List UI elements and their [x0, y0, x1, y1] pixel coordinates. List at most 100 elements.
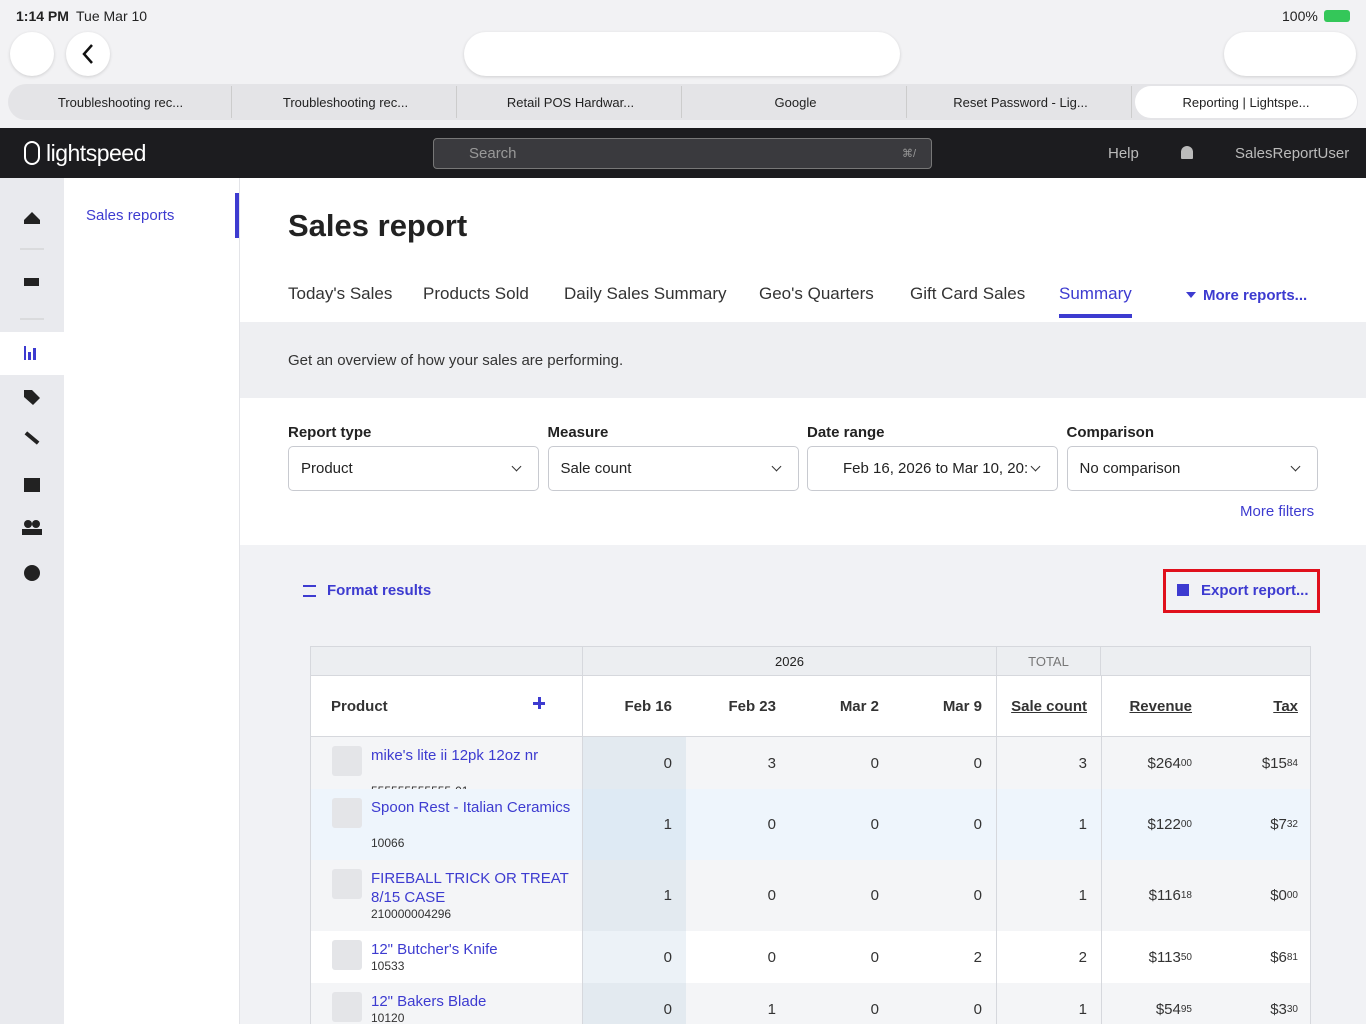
product-name[interactable]: 12" Butcher's Knife	[371, 941, 498, 958]
revenue-cell: $122 00	[1101, 789, 1206, 860]
logo[interactable]: lightspeed	[46, 140, 146, 166]
filter-select[interactable]: No comparison	[1066, 446, 1318, 491]
search-box[interactable]	[433, 138, 932, 169]
group-total: TOTAL	[996, 647, 1101, 676]
report-tab[interactable]: Daily Sales Summary	[564, 284, 727, 303]
filter-select[interactable]: Sale count	[547, 446, 799, 491]
value-cell: 0	[767, 887, 776, 904]
format-icon	[303, 585, 316, 597]
format-results[interactable]: Format results	[327, 582, 432, 599]
product-thumb	[332, 746, 362, 776]
battery-icon	[1324, 10, 1350, 22]
sidebar-sales-reports[interactable]: Sales reports	[86, 207, 175, 224]
status-time: 1:14 PM	[16, 8, 69, 24]
description: Get an overview of how your sales are pe…	[288, 352, 624, 369]
product-name[interactable]: FIREBALL TRICK OR TREAT 8/15 CASE	[371, 870, 569, 906]
report-tab[interactable]: Geo's Quarters	[759, 284, 874, 303]
revenue-amount: $54	[1155, 1000, 1181, 1018]
browser-tab[interactable]: Retail POS Hardwar...	[460, 86, 682, 118]
value-cell: 3	[767, 754, 776, 772]
more-reports[interactable]: More reports...	[1203, 287, 1308, 304]
column-header: Mar 9	[942, 698, 982, 715]
tax-cents: 81	[1286, 951, 1298, 963]
product-name[interactable]: 12" Bakers Blade	[371, 993, 487, 1010]
tab-strip	[8, 84, 1358, 120]
rail-active[interactable]	[0, 332, 64, 375]
tax-cell: $7 32	[1206, 789, 1310, 860]
notifications[interactable]	[1181, 146, 1193, 159]
column-divider	[582, 676, 583, 1024]
revenue-amount: $264	[1147, 754, 1181, 772]
url-bar[interactable]	[464, 32, 900, 76]
filter-label: Date range	[807, 424, 885, 441]
value-cell: 0	[870, 948, 879, 966]
chevron	[1030, 461, 1041, 472]
highlight-column	[582, 737, 686, 789]
value-cell: 2	[973, 948, 982, 966]
report-tab[interactable]: Today's Sales	[288, 284, 393, 303]
sidebar-border	[239, 178, 240, 1024]
column-header[interactable]: Tax	[1273, 698, 1298, 715]
browser-tab[interactable]: Reset Password - Lig...	[910, 86, 1132, 118]
column-header[interactable]: Revenue	[1129, 698, 1192, 715]
column-header: Product	[331, 698, 388, 715]
product-name[interactable]: mike's lite ii 12pk 12oz nr	[371, 747, 539, 764]
value-cell: 0	[663, 754, 672, 772]
sidebar-toggle[interactable]	[10, 32, 54, 76]
product-name[interactable]: Spoon Rest - Italian Ceramics	[371, 799, 571, 816]
browser-tab[interactable]: Troubleshooting rec...	[10, 86, 232, 118]
column-header: Feb 16	[624, 698, 672, 715]
description-band	[240, 322, 1366, 398]
browser-tab[interactable]: Google	[685, 86, 907, 118]
add-column[interactable]	[533, 697, 545, 709]
value-cell: 0	[973, 816, 982, 833]
report-tab[interactable]: Gift Card Sales	[910, 284, 1026, 303]
chevron	[771, 461, 781, 472]
battery: 100%	[1282, 8, 1318, 24]
value-cell: 0	[767, 948, 776, 966]
value-cell: 0	[973, 887, 982, 904]
tax-cell: $6 81	[1206, 931, 1310, 983]
browser-actions[interactable]	[1224, 32, 1356, 76]
tax-cents: 00	[1286, 890, 1298, 901]
product-sku: 10533	[371, 959, 405, 973]
revenue-cents: 50	[1180, 951, 1192, 963]
browser-tab[interactable]: Troubleshooting rec...	[235, 86, 457, 118]
column-header: Feb 23	[728, 698, 776, 715]
row-bg	[311, 931, 1310, 983]
export-report[interactable]: Export report...	[1201, 582, 1309, 599]
tax-cents: 84	[1286, 757, 1298, 769]
highlight-column	[582, 860, 686, 931]
chevron	[511, 461, 522, 472]
filter-select[interactable]: Product	[288, 446, 539, 491]
value-cell: 0	[870, 754, 879, 772]
tax-amount: $6	[1270, 948, 1287, 966]
revenue-cents: 00	[1180, 819, 1192, 830]
status-date: Tue Mar 10	[76, 8, 148, 24]
filter-label: Comparison	[1066, 424, 1155, 441]
tax-cell: $0 00	[1206, 860, 1310, 931]
filter-label: Report type	[288, 424, 372, 441]
user-menu[interactable]: SalesReportUser	[1235, 145, 1350, 162]
back-button[interactable]	[66, 32, 110, 76]
product-sku: 210000004296	[371, 907, 452, 921]
value-cell: 1	[1078, 887, 1087, 904]
column-header[interactable]: Sale count	[1011, 698, 1087, 715]
highlight-column	[582, 983, 686, 1024]
report-tab[interactable]: Summary	[1059, 284, 1132, 318]
header-row-bg	[311, 676, 1310, 737]
tax-cell: $15 84	[1206, 737, 1310, 789]
help-link[interactable]: Help	[1108, 145, 1139, 162]
report-tab[interactable]: Products Sold	[423, 284, 529, 303]
value-cell: 2	[1078, 948, 1087, 966]
more-filters[interactable]: More filters	[1240, 503, 1315, 520]
filter-select[interactable]: Feb 16, 2026 to Mar 10, 20:	[807, 446, 1058, 491]
browser-tab[interactable]: Reporting | Lightspe...	[1135, 86, 1357, 118]
tax-cents: 30	[1286, 1003, 1298, 1015]
tax-cell: $3 30	[1206, 983, 1310, 1024]
value-cell: 0	[973, 1000, 982, 1018]
value-cell: 3	[1078, 754, 1087, 772]
logo-flame	[24, 141, 40, 165]
row-bg	[311, 983, 1310, 1024]
